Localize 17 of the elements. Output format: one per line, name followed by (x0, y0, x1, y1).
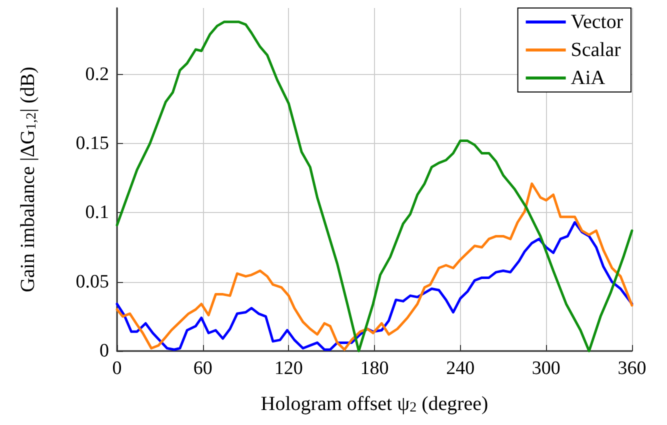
x-tick-label: 180 (360, 358, 389, 379)
y-axis-title: Gain imbalance |ΔG1,2| (dB) (17, 66, 40, 292)
x-tick-label: 60 (193, 358, 212, 379)
legend-label: Scalar (570, 39, 622, 61)
y-tick-label: 0.1 (85, 202, 109, 224)
y-tick-label: 0 (100, 340, 109, 362)
x-tick-label: 0 (112, 358, 122, 379)
x-tick-label: 360 (618, 358, 646, 379)
x-tick-label: 120 (274, 358, 303, 379)
y-tick-label: 0.05 (76, 271, 109, 292)
legend-label: Vector (570, 11, 624, 33)
x-tick-label: 300 (532, 358, 560, 379)
x-axis-title: Hologram offset ψ2 (degree) (260, 393, 488, 416)
y-tick-label: 0.15 (76, 133, 109, 154)
y-tick-label: 0.2 (85, 64, 109, 85)
legend-label: AiA (570, 67, 606, 89)
x-tick-label: 240 (446, 358, 475, 379)
